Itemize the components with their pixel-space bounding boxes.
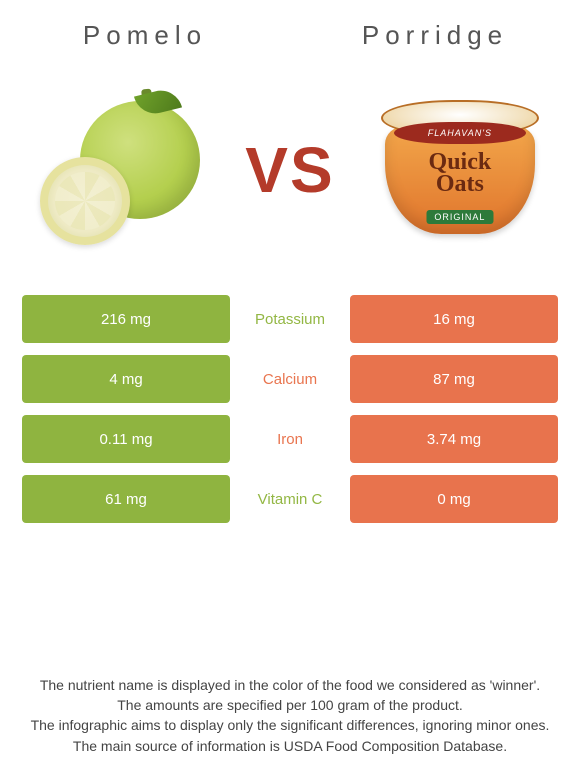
porridge-sub-label: ORIGINAL — [426, 210, 493, 224]
nutrient-label: Potassium — [230, 311, 350, 328]
left-food-name: Pomelo — [0, 20, 290, 51]
porridge-big-label-2: Oats — [436, 171, 484, 197]
right-food-image: FLAHAVAN'S Quick Oats ORIGINAL — [365, 75, 555, 265]
porridge-brand-label: FLAHAVAN'S — [394, 122, 526, 144]
left-value-chip: 61 mg — [22, 475, 230, 523]
vs-label: VS — [245, 133, 334, 207]
left-value-chip: 216 mg — [22, 295, 230, 343]
footer-notes: The nutrient name is displayed in the co… — [0, 675, 580, 756]
comparison-table: 216 mgPotassium16 mg 4 mgCalcium87 mg 0.11… — [0, 275, 580, 523]
food-headers: Pomelo Porridge — [0, 0, 580, 65]
pomelo-illustration — [40, 95, 200, 245]
images-row: VS FLAHAVAN'S Quick Oats ORIGINAL — [0, 65, 580, 275]
left-value-chip: 0.11 mg — [22, 415, 230, 463]
left-value-chip: 4 mg — [22, 355, 230, 403]
nutrient-label: Calcium — [230, 371, 350, 388]
left-food-image — [25, 75, 215, 265]
left-food-header: Pomelo — [0, 20, 290, 51]
pomelo-half-icon — [40, 157, 130, 245]
porridge-illustration: FLAHAVAN'S Quick Oats ORIGINAL — [375, 100, 545, 240]
note-line-2: The amounts are specified per 100 gram o… — [22, 695, 558, 715]
comparison-row: 4 mgCalcium87 mg — [22, 355, 558, 403]
note-line-1: The nutrient name is displayed in the co… — [22, 675, 558, 695]
right-value-chip: 3.74 mg — [350, 415, 558, 463]
right-food-header: Porridge — [290, 20, 580, 51]
right-value-chip: 16 mg — [350, 295, 558, 343]
porridge-big-label: Quick Oats — [429, 152, 492, 195]
note-line-4: The main source of information is USDA F… — [22, 736, 558, 756]
right-value-chip: 87 mg — [350, 355, 558, 403]
comparison-row: 0.11 mgIron3.74 mg — [22, 415, 558, 463]
right-value-chip: 0 mg — [350, 475, 558, 523]
right-food-name: Porridge — [290, 20, 580, 51]
note-line-3: The infographic aims to display only the… — [22, 715, 558, 735]
nutrient-label: Iron — [230, 431, 350, 448]
nutrient-label: Vitamin C — [230, 491, 350, 508]
comparison-row: 61 mgVitamin C0 mg — [22, 475, 558, 523]
comparison-row: 216 mgPotassium16 mg — [22, 295, 558, 343]
